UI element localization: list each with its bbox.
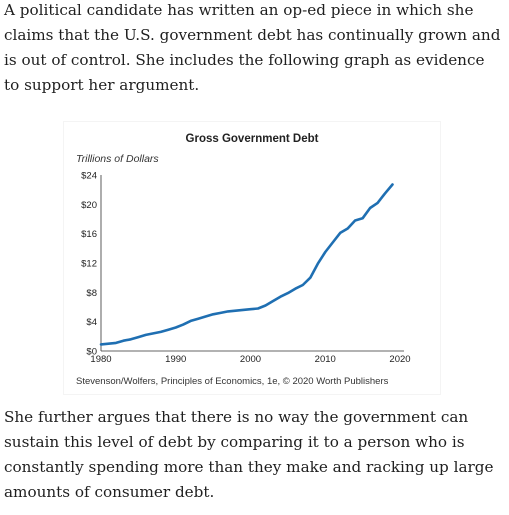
x-tick-label: 2000 [240,354,261,365]
y-tick-label: $0 [86,347,97,358]
debt-chart-figure: Gross Government Debt Trillions of Dolla… [64,122,440,394]
x-tick-label: 2010 [315,354,336,365]
y-tick-label: $12 [81,259,97,270]
x-tick-label: 2020 [389,354,410,365]
intro-paragraph: A political candidate has written an op-… [4,1,501,94]
debt-line-chart: Gross Government Debt Trillions of Dolla… [76,133,411,387]
closing-paragraph: She further argues that there is no way … [4,408,494,501]
x-axis-ticks: 1980 1990 2000 2010 2020 [90,354,410,365]
chart-source-credit: Stevenson/Wolfers, Principles of Economi… [76,376,389,387]
x-tick-label: 1980 [90,354,111,365]
y-tick-label: $16 [81,229,97,240]
y-tick-label: $20 [81,200,97,211]
y-tick-label: $24 [81,171,97,182]
y-tick-label: $4 [86,317,97,328]
y-axis-label: Trillions of Dollars [76,153,159,165]
chart-title: Gross Government Debt [186,133,319,145]
debt-series-line [99,183,394,346]
y-axis-ticks: $0 $4 $8 $12 $16 $20 $24 [81,171,97,358]
y-tick-label: $8 [86,288,97,299]
x-tick-label: 1990 [165,354,186,365]
